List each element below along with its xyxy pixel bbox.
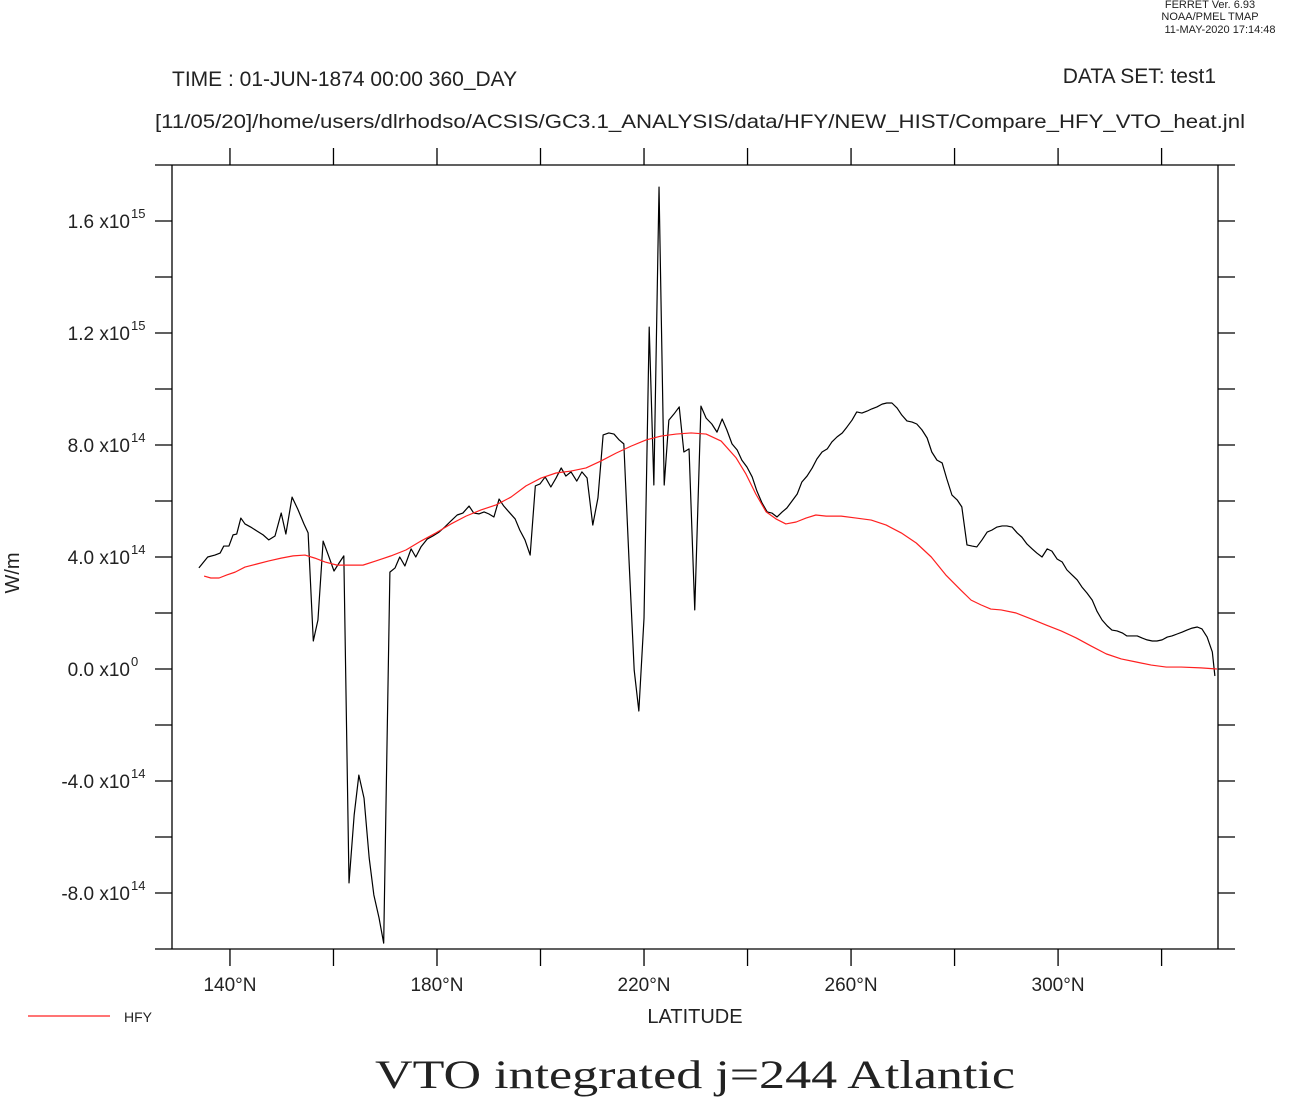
y-tick-label: 1.2 x10	[68, 324, 130, 345]
x-tick-label: 300°N	[1032, 975, 1085, 996]
time-label: TIME : 01-JUN-1874 00:00 360_DAY	[172, 68, 517, 91]
program-line: FERRET Ver. 6.93	[1165, 0, 1255, 11]
y-tick-exponent: 15	[131, 318, 145, 333]
legend-label: HFY	[124, 1009, 153, 1025]
y-tick-exponent: 14	[131, 766, 145, 781]
data-line	[198, 186, 1216, 944]
y-tick-label: -4.0 x10	[61, 772, 130, 793]
x-tick-label: 180°N	[410, 975, 463, 996]
x-tick-label: 140°N	[203, 975, 256, 996]
subtitle: [11/05/20]/home/users/dlrhodso/ACSIS/GC3…	[155, 112, 1245, 133]
y-tick-label: -8.0 x10	[61, 884, 130, 905]
program-line: NOAA/PMEL TMAP	[1161, 11, 1258, 23]
y-axis-label: W/m	[2, 552, 24, 593]
x-tick-label: 260°N	[825, 975, 878, 996]
chart-title: VTO integrated j=244 Atlantic	[375, 1052, 1015, 1097]
x-axis-label: LATITUDE	[647, 1006, 742, 1028]
y-tick-label: 1.6 x10	[68, 212, 130, 233]
y-tick-exponent: 15	[131, 206, 145, 221]
x-tick-label: 220°N	[618, 975, 671, 996]
dataset-label: DATA SET: test1	[1063, 65, 1216, 88]
y-tick-exponent: 14	[131, 542, 145, 557]
data-line	[203, 432, 1218, 670]
y-tick-label: 0.0 x10	[68, 660, 130, 681]
y-tick-exponent: 0	[131, 654, 138, 669]
y-tick-exponent: 14	[131, 878, 145, 893]
y-tick-label: 4.0 x10	[68, 548, 130, 569]
y-tick-label: 8.0 x10	[68, 436, 130, 457]
y-tick-exponent: 14	[131, 430, 145, 445]
program-line: 11-MAY-2020 17:14:48	[1164, 24, 1275, 36]
